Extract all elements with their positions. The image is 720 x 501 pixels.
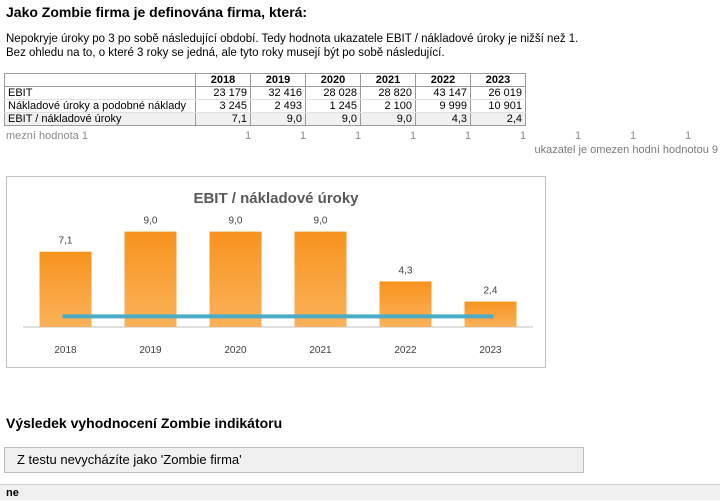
- cell[interactable]: 28 820: [360, 86, 416, 100]
- x-tick-2019: 2019: [139, 345, 162, 356]
- x-tick-2021: 2021: [309, 345, 332, 356]
- chart-title: EBIT / nákladové úroky: [193, 190, 359, 207]
- bar-2022[interactable]: [379, 281, 432, 327]
- x-tick-2022: 2022: [394, 345, 417, 356]
- table-row-interest: Nákladové úroky a podobné náklady 3 245 …: [4, 99, 526, 113]
- cell[interactable]: 32 416: [250, 86, 306, 100]
- chart-bars: 7,1 9,0 9,0 9,0 4,3 2,4: [39, 216, 517, 327]
- x-tick-2020: 2020: [224, 345, 247, 356]
- data-label-2023: 2,4: [484, 286, 498, 297]
- cell[interactable]: 23 179: [195, 86, 251, 100]
- bar-2021[interactable]: [294, 231, 347, 327]
- threshold-value[interactable]: 1: [465, 130, 472, 142]
- cell[interactable]: 1 245: [305, 99, 361, 113]
- threshold-value[interactable]: 1: [355, 130, 362, 142]
- row-label[interactable]: Nákladové úroky a podobné náklady: [4, 99, 196, 113]
- cell[interactable]: 9 999: [415, 99, 471, 113]
- data-label-2020: 9,0: [229, 216, 243, 227]
- x-tick-2018: 2018: [54, 345, 77, 356]
- bar-2019[interactable]: [124, 231, 177, 327]
- data-label-2021: 9,0: [314, 216, 328, 227]
- ratio-chart-svg: EBIT / nákladové úroky 7,1 9,0 9,0 9,0 4,3 2,…: [23, 190, 533, 356]
- cell[interactable]: 2 100: [360, 99, 416, 113]
- bar-2023[interactable]: [464, 301, 517, 327]
- cell[interactable]: 28 028: [305, 86, 361, 100]
- table-header-row: 2018 2019 2020 2021 2022 2023: [4, 73, 526, 87]
- ratio-chart[interactable]: EBIT / nákladové úroky 7,1 9,0 9,0 9,0 4,3 2,…: [6, 176, 546, 368]
- cell[interactable]: 26 019: [470, 86, 526, 100]
- cell[interactable]: 9,0: [360, 112, 416, 126]
- threshold-value[interactable]: 1: [685, 130, 692, 142]
- threshold-value[interactable]: 1: [410, 130, 417, 142]
- cell[interactable]: 9,0: [305, 112, 361, 126]
- threshold-label[interactable]: mezní hodnota 1: [6, 130, 88, 142]
- table-row-ratio: EBIT / nákladové úroky 7,1 9,0 9,0 9,0 4…: [4, 112, 526, 126]
- cell[interactable]: 9,0: [250, 112, 306, 126]
- threshold-value[interactable]: 1: [245, 130, 252, 142]
- result-title: Výsledek vyhodnocení Zombie indikátoru: [6, 415, 283, 431]
- header-blank-cell: [4, 73, 196, 87]
- header-year[interactable]: 2021: [360, 73, 416, 87]
- cell[interactable]: 43 147: [415, 86, 471, 100]
- data-label-2018: 7,1: [59, 236, 73, 247]
- definition-text: Nepokryje úroky po 3 po sobě následující…: [6, 32, 578, 60]
- cell[interactable]: 3 245: [195, 99, 251, 113]
- cell[interactable]: 7,1: [195, 112, 251, 126]
- threshold-value[interactable]: 1: [575, 130, 582, 142]
- cap-note[interactable]: ukazatel je omezen hodní hodnotou 9: [534, 144, 718, 156]
- result-value[interactable]: ne: [0, 484, 720, 500]
- page-title: Jako Zombie firma je definována firma, k…: [6, 4, 308, 20]
- definition-line-1: Nepokryje úroky po 3 po sobě následující…: [6, 33, 579, 45]
- data-label-2022: 4,3: [399, 265, 413, 276]
- x-tick-2023: 2023: [479, 345, 502, 356]
- header-year[interactable]: 2022: [415, 73, 471, 87]
- threshold-value[interactable]: 1: [300, 130, 307, 142]
- cell[interactable]: 2,4: [470, 112, 526, 126]
- header-year[interactable]: 2018: [195, 73, 251, 87]
- table-row-ebit: EBIT 23 179 32 416 28 028 28 820 43 147 …: [4, 86, 526, 100]
- cell[interactable]: 2 493: [250, 99, 306, 113]
- bar-2020[interactable]: [209, 231, 262, 327]
- definition-line-2: Bez ohledu na to, o které 3 roky se jedn…: [6, 47, 445, 59]
- data-label-2019: 9,0: [144, 216, 158, 227]
- cell[interactable]: 4,3: [415, 112, 471, 126]
- financial-table: 2018 2019 2020 2021 2022 2023 EBIT 23 17…: [4, 73, 526, 126]
- header-year[interactable]: 2020: [305, 73, 361, 87]
- threshold-value[interactable]: 1: [520, 130, 527, 142]
- chart-x-ticks: 2018 2019 2020 2021 2022 2023: [54, 345, 502, 356]
- header-year[interactable]: 2019: [250, 73, 306, 87]
- result-message[interactable]: Z testu nevycházíte jako 'Zombie firma': [4, 447, 584, 473]
- cell[interactable]: 10 901: [470, 99, 526, 113]
- row-label[interactable]: EBIT / nákladové úroky: [4, 112, 196, 126]
- row-label[interactable]: EBIT: [4, 86, 196, 100]
- threshold-value[interactable]: 1: [630, 130, 637, 142]
- header-year[interactable]: 2023: [470, 73, 526, 87]
